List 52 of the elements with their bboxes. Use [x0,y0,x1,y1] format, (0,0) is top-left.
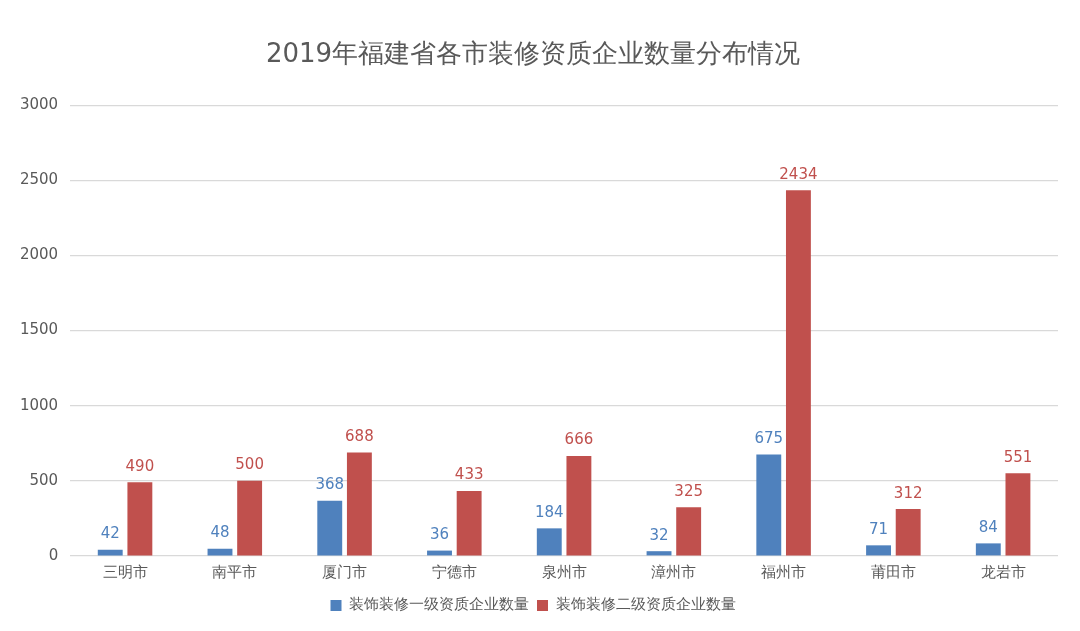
bar [456,490,482,556]
bar [785,190,811,556]
data-label: 688 [345,427,374,446]
data-label: 48 [210,523,230,542]
bar [127,482,153,556]
y-tick-label: 1500 [19,320,59,339]
legend-label: 装饰装修二级资质企业数量 [555,595,736,614]
y-tick-label: 1000 [19,395,59,414]
x-tick-label: 三明市 [102,562,148,581]
bar [866,545,891,556]
y-tick-label: 3000 [19,95,59,114]
bar [536,528,562,556]
bar [895,509,921,556]
data-label: 84 [978,517,998,536]
x-tick-label: 漳州市 [651,562,697,581]
data-label: 42 [100,524,120,543]
x-tick-label: 泉州市 [541,562,587,581]
bar [756,454,782,556]
data-label: 500 [235,455,264,474]
bar [317,500,343,556]
data-label: 433 [454,465,484,484]
chart-title: 2019年福建省各市装修资质企业数量分布情况 [265,38,801,69]
y-tick-label: 500 [29,470,59,489]
legend-label: 装饰装修一级资质企业数量 [349,595,529,614]
bar [566,455,592,556]
data-label: 184 [534,502,564,521]
data-label: 32 [649,525,669,544]
bar [346,452,372,556]
y-tick-label: 2500 [19,170,59,189]
data-label: 325 [674,481,703,500]
data-label: 368 [315,475,345,494]
data-label: 675 [754,428,784,447]
x-tick-label: 厦门市 [322,562,368,581]
y-tick-label: 2000 [19,245,59,264]
bar [237,480,263,556]
bar [975,543,1001,556]
data-label: 36 [429,524,450,543]
x-tick-label: 莆田市 [870,562,916,581]
data-label: 71 [869,519,889,538]
x-tick-label: 南平市 [212,562,258,581]
data-label: 490 [125,456,155,475]
x-tick-label: 龙岩市 [980,562,1026,581]
x-tick-label: 福州市 [761,562,807,581]
bar [1005,473,1031,556]
bar [676,507,702,556]
data-label: 312 [893,483,923,502]
bar [646,551,672,556]
data-label: 2434 [779,164,818,183]
y-tick-label: 0 [48,545,59,564]
data-label: 551 [1003,447,1033,466]
data-label: 666 [564,430,594,449]
x-tick-label: 宁德市 [431,562,477,581]
